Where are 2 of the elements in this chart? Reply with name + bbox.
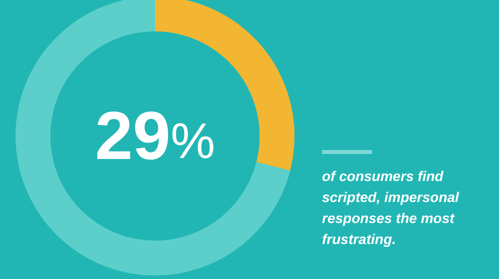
data-label: 29% [94,98,216,174]
text: of consumers find scripted, impersonal responses the most frustrating. [322,167,460,249]
